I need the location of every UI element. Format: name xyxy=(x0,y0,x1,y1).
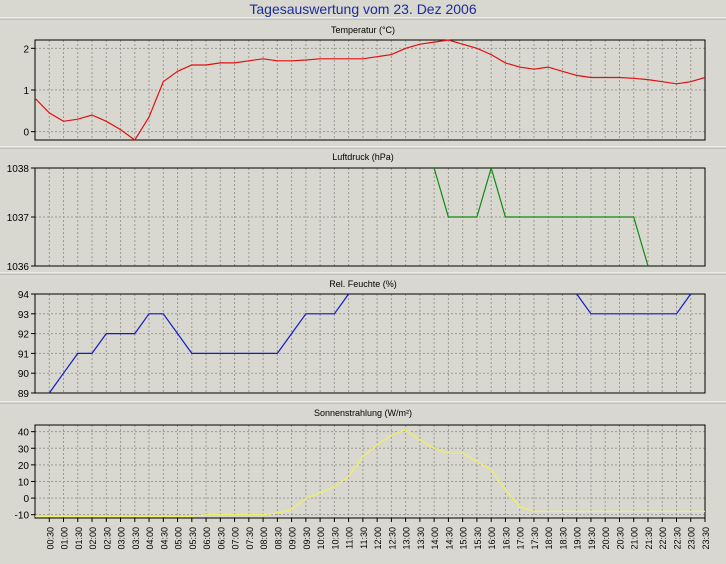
panel-0-title: Temperatur (°C) xyxy=(331,25,395,35)
panel-2-ytick-label-4: 93 xyxy=(18,310,30,321)
xtick-label-39: 20:00 xyxy=(601,527,611,550)
panel-1-frame xyxy=(34,167,706,267)
panel-2-ytick-label-0: 89 xyxy=(18,389,30,400)
panel-3-ytick-label-4: 30 xyxy=(18,444,30,455)
xtick-label-31: 16:00 xyxy=(487,527,497,550)
xtick-label-25: 13:00 xyxy=(402,527,412,550)
xtick-label-20: 10:30 xyxy=(330,527,340,550)
xtick-label-40: 20:30 xyxy=(615,527,625,550)
panel-1-series-line-0 xyxy=(433,167,649,267)
xtick-label-7: 04:00 xyxy=(145,527,155,550)
panel-1-ytick-label-0: 1036 xyxy=(7,262,30,273)
xtick-label-6: 03:30 xyxy=(131,527,141,550)
xtick-label-42: 21:30 xyxy=(644,527,654,550)
xtick-label-9: 05:00 xyxy=(174,527,184,550)
panel-2-frame xyxy=(34,293,706,394)
panel-0-frame xyxy=(34,39,706,141)
xtick-label-23: 12:00 xyxy=(373,527,383,550)
xtick-label-10: 05:30 xyxy=(188,527,198,550)
panel-3-frame xyxy=(34,424,706,519)
xtick-label-34: 17:30 xyxy=(530,527,540,550)
panel-0-ytick-label-1: 1 xyxy=(23,86,29,97)
xtick-label-12: 06:30 xyxy=(216,527,226,550)
xtick-label-41: 21:00 xyxy=(630,527,640,550)
xtick-label-35: 18:00 xyxy=(544,527,554,550)
xtick-label-21: 11:00 xyxy=(345,527,355,549)
xtick-label-28: 14:30 xyxy=(444,527,454,550)
xtick-label-46: 23:30 xyxy=(701,527,711,550)
panel-0-series-line-0 xyxy=(35,39,705,141)
panel-3-series-line-0 xyxy=(35,429,705,517)
panel-3-ytick-label-0: -10 xyxy=(15,511,30,522)
xtick-label-26: 13:30 xyxy=(416,527,426,550)
xtick-label-0: 00:30 xyxy=(45,527,55,550)
chart-main-title: Tagesauswertung vom 23. Dez 2006 xyxy=(249,1,477,17)
panel-2-ytick-label-2: 91 xyxy=(18,349,30,360)
panel-2-series-line-0 xyxy=(48,293,350,394)
panel-1-ytick-label-1: 1037 xyxy=(7,213,30,224)
panel-3-ytick-label-2: 10 xyxy=(18,477,30,488)
xtick-label-37: 19:00 xyxy=(573,527,583,550)
panel-0-ytick-label-2: 2 xyxy=(23,44,29,55)
xtick-label-27: 14:00 xyxy=(430,527,440,550)
xtick-label-38: 19:30 xyxy=(587,527,597,550)
xtick-label-1: 01:00 xyxy=(60,527,70,550)
panel-2-series-line-1 xyxy=(576,293,692,315)
xtick-label-45: 23:00 xyxy=(687,527,697,550)
xtick-label-24: 12:30 xyxy=(387,527,397,550)
xtick-label-17: 09:00 xyxy=(288,527,298,550)
panel-2-ytick-label-1: 90 xyxy=(18,369,30,380)
panel-3-ytick-label-5: 40 xyxy=(18,428,30,439)
xtick-label-33: 17:00 xyxy=(516,527,526,550)
xtick-label-16: 08:30 xyxy=(273,527,283,550)
panel-2-ytick-label-5: 94 xyxy=(18,290,30,301)
xtick-label-36: 18:30 xyxy=(558,527,568,550)
xtick-label-22: 11:30 xyxy=(359,527,369,549)
panel-1-title: Luftdruck (hPa) xyxy=(332,152,394,162)
xtick-label-18: 09:30 xyxy=(302,527,312,550)
xtick-label-5: 03:00 xyxy=(117,527,127,550)
xtick-label-2: 01:30 xyxy=(74,527,84,550)
xtick-label-29: 15:00 xyxy=(459,527,469,550)
xtick-label-8: 04:30 xyxy=(159,527,169,550)
xtick-label-14: 07:30 xyxy=(245,527,255,550)
xtick-label-15: 08:00 xyxy=(259,527,269,550)
panel-3-ytick-label-3: 20 xyxy=(18,461,30,472)
xtick-label-3: 02:00 xyxy=(88,527,98,550)
panel-1-ytick-label-2: 1038 xyxy=(7,164,30,175)
panel-2-title: Rel. Feuchte (%) xyxy=(329,279,397,289)
xtick-label-4: 02:30 xyxy=(102,527,112,550)
xtick-label-30: 15:30 xyxy=(473,527,483,550)
xtick-label-13: 07:00 xyxy=(231,527,241,550)
panel-3-ytick-label-1: 0 xyxy=(23,494,29,505)
xtick-label-11: 06:00 xyxy=(202,527,212,550)
panel-2-ytick-label-3: 92 xyxy=(18,330,30,341)
panel-0-ytick-label-0: 0 xyxy=(23,128,29,139)
panel-3-title: Sonnenstrahlung (W/m²) xyxy=(314,408,412,418)
xtick-label-19: 10:00 xyxy=(316,527,326,550)
xtick-label-44: 22:30 xyxy=(672,527,682,550)
xtick-label-43: 22:00 xyxy=(658,527,668,550)
xtick-label-32: 16:30 xyxy=(501,527,511,550)
